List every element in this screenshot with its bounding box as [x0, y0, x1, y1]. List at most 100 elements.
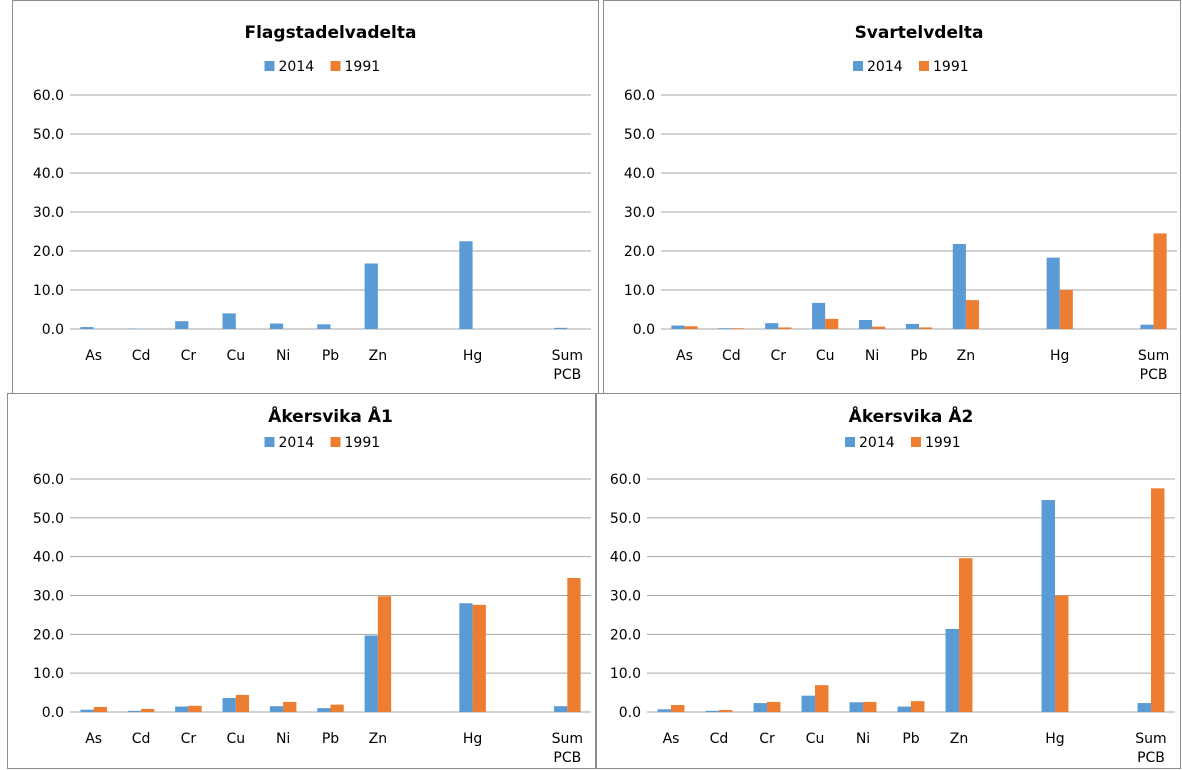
x-tick-label: Ni: [865, 348, 879, 364]
y-tick-label: 60.0: [610, 472, 641, 488]
bar-2014-as: [80, 327, 93, 329]
bar-1991-as: [671, 705, 684, 712]
x-tick-label: Ni: [856, 731, 870, 747]
x-tick-label: As: [85, 348, 102, 364]
legend-label-2014: 2014: [279, 59, 315, 75]
bar-1991-sum-pcb: [1151, 488, 1164, 712]
bar-1991-ni: [283, 702, 296, 712]
y-tick-label: 40.0: [610, 550, 641, 566]
x-tick-label: Zn: [369, 348, 387, 364]
x-tick-label: Cd: [132, 348, 151, 364]
y-tick-label: 0.0: [619, 705, 641, 721]
legend-label-2014: 2014: [859, 435, 895, 451]
bar-1991-cr: [778, 327, 791, 329]
y-tick-label: 30.0: [33, 589, 64, 605]
x-tick-label: Sum: [1135, 731, 1166, 747]
y-tick-label: 50.0: [33, 127, 64, 143]
bar-1991-as: [684, 326, 697, 329]
bar-2014-pb: [317, 324, 330, 329]
x-tick-label: Cd: [710, 731, 729, 747]
x-tick-label: Cu: [816, 348, 835, 364]
bar-2014-hg: [459, 603, 472, 712]
legend-swatch-1991: [919, 61, 929, 71]
x-tick-label: Cd: [722, 348, 741, 364]
x-tick-label: Cu: [226, 348, 245, 364]
x-tick-label: PCB: [1140, 367, 1168, 383]
bar-2014-sum-pcb: [554, 706, 567, 712]
bar-2014-cu: [223, 313, 236, 329]
bar-1991-pb: [911, 701, 924, 712]
bar-2014-zn: [953, 244, 966, 329]
legend-swatch-2014: [265, 61, 275, 71]
bar-1991-pb: [919, 327, 932, 329]
bar-2014-ni: [850, 702, 863, 712]
y-tick-label: 60.0: [624, 88, 655, 104]
y-tick-label: 20.0: [610, 627, 641, 643]
bar-1991-cu: [825, 319, 838, 329]
bar-2014-cr: [754, 703, 767, 712]
x-tick-label: Sum: [552, 348, 583, 364]
bar-2014-sum-pcb: [554, 328, 567, 329]
x-tick-label: Hg: [463, 348, 482, 364]
bar-1991-zn: [378, 596, 391, 712]
x-tick-label: Hg: [1045, 731, 1064, 747]
x-tick-label: Cr: [181, 348, 197, 364]
y-tick-label: 10.0: [624, 283, 655, 299]
x-tick-label: Pb: [902, 731, 919, 747]
bar-2014-sum-pcb: [1138, 703, 1151, 712]
y-tick-label: 30.0: [610, 589, 641, 605]
bar-1991-zn: [966, 300, 979, 329]
x-tick-label: Cr: [759, 731, 775, 747]
x-tick-label: Pb: [910, 348, 927, 364]
y-tick-label: 40.0: [624, 166, 655, 182]
legend-label-2014: 2014: [867, 59, 903, 75]
y-tick-label: 10.0: [610, 666, 641, 682]
y-tick-label: 20.0: [624, 244, 655, 260]
bar-2014-cd: [128, 711, 141, 712]
y-tick-label: 30.0: [624, 205, 655, 221]
y-tick-label: 10.0: [33, 666, 64, 682]
bar-2014-hg: [1047, 258, 1060, 329]
bar-1991-as: [94, 707, 107, 712]
y-tick-label: 10.0: [33, 283, 64, 299]
legend-swatch-2014: [845, 437, 855, 447]
bar-2014-pb: [317, 708, 330, 712]
bar-1991-hg: [1055, 596, 1068, 713]
bar-2014-hg: [1042, 500, 1055, 712]
y-tick-label: 0.0: [42, 705, 64, 721]
bar-2014-as: [671, 325, 684, 329]
bar-1991-cr: [188, 706, 201, 712]
y-tick-label: 40.0: [33, 550, 64, 566]
x-tick-label: As: [663, 731, 680, 747]
bar-1991-zn: [959, 558, 972, 712]
legend-swatch-1991: [911, 437, 921, 447]
legend-label-1991: 1991: [933, 59, 969, 75]
x-tick-label: As: [85, 731, 102, 747]
legend-label-2014: 2014: [279, 435, 315, 451]
x-tick-label: PCB: [553, 750, 581, 766]
x-tick-label: Hg: [463, 731, 482, 747]
x-tick-label: Sum: [1138, 348, 1169, 364]
legend-swatch-2014: [853, 61, 863, 71]
bar-1991-cd: [731, 328, 744, 329]
bar-2014-as: [80, 710, 93, 712]
bar-2014-hg: [459, 241, 472, 329]
x-tick-label: PCB: [1137, 750, 1165, 766]
y-tick-label: 50.0: [610, 511, 641, 527]
bar-2014-cr: [175, 707, 188, 712]
x-tick-label: Ni: [276, 731, 290, 747]
x-tick-label: Cu: [226, 731, 245, 747]
bar-2014-cu: [223, 698, 236, 712]
y-tick-label: 50.0: [33, 511, 64, 527]
legend-swatch-1991: [331, 61, 341, 71]
bar-2014-pb: [906, 324, 919, 329]
y-tick-label: 30.0: [33, 205, 64, 221]
bar-2014-cr: [175, 321, 188, 329]
bar-2014-pb: [898, 707, 911, 712]
legend-swatch-1991: [331, 437, 341, 447]
bar-2014-sum-pcb: [1140, 325, 1153, 329]
x-tick-label: Sum: [552, 731, 583, 747]
